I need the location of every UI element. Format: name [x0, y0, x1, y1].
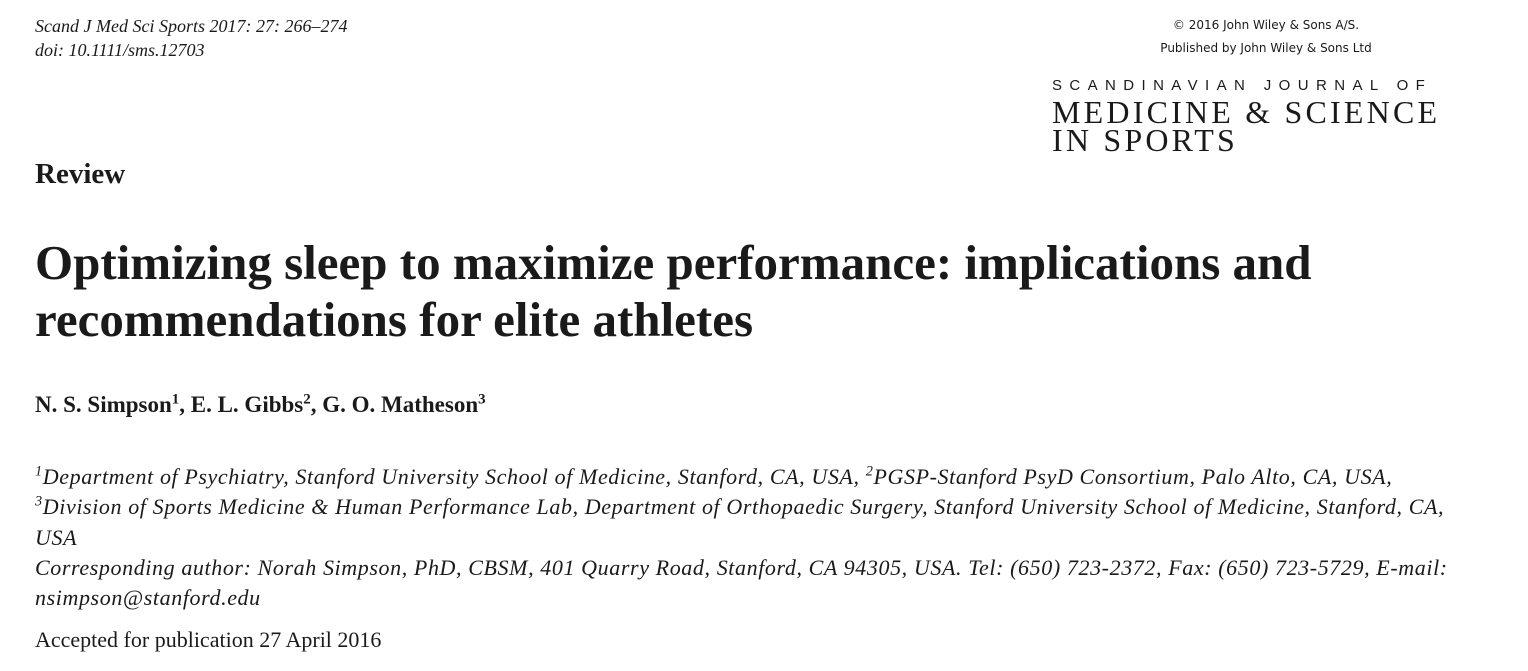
affiliation: Division of Sports Medicine & Human Perf… [35, 494, 1445, 550]
title-line: recommendations for elite athletes [35, 292, 754, 347]
affiliation-mark: 1 [171, 391, 180, 408]
affiliation-mark: 3 [35, 493, 43, 510]
affiliations: 1Department of Psychiatry, Stanford Univ… [35, 462, 1465, 553]
accepted: Accepted for publication 27 April 2016 [35, 627, 382, 652]
author-name: G. O. Matheson [322, 392, 479, 417]
section-label: Review [35, 158, 126, 190]
separator: , [179, 392, 191, 417]
affiliation-mark: 3 [478, 391, 486, 408]
affiliation-mark: 2 [303, 391, 311, 408]
affiliation: PGSP-Stanford PsyD Consortium, Palo Alto… [873, 464, 1393, 489]
author-name: E. L. Gibbs [190, 392, 304, 417]
affiliation: Department of Psychiatry, Stanford Unive… [42, 464, 866, 489]
corresponding: Corresponding author: Norah Simpson, PhD… [35, 554, 1448, 611]
doi: doi: 10.1111/sms.12703 [35, 40, 205, 60]
affiliation-mark: 2 [865, 463, 874, 480]
separator: , [310, 392, 323, 417]
title-line: Optimizing sleep to maximize performance… [35, 235, 1312, 290]
author-name: N. S. Simpson [35, 392, 172, 417]
affiliation-mark: 1 [35, 463, 43, 480]
affiliation-block: 1Department of Psychiatry, Stanford Univ… [35, 462, 1465, 613]
journal-line: MEDICINE & SCIENCE [1052, 94, 1441, 130]
citation: Scand J Med Sci Sports 2017: 27: 266–274 [35, 16, 348, 36]
journal-line: IN SPORTS [1052, 122, 1239, 158]
journal-line: SCANDINAVIAN JOURNAL OF [1052, 77, 1433, 94]
authors: N. S. Simpson1, E. L. Gibbs2, G. O. Math… [35, 392, 486, 418]
publisher: Published by John Wiley & Sons Ltd [1160, 41, 1372, 55]
copyright: © 2016 John Wiley & Sons A/S. [1172, 18, 1360, 32]
